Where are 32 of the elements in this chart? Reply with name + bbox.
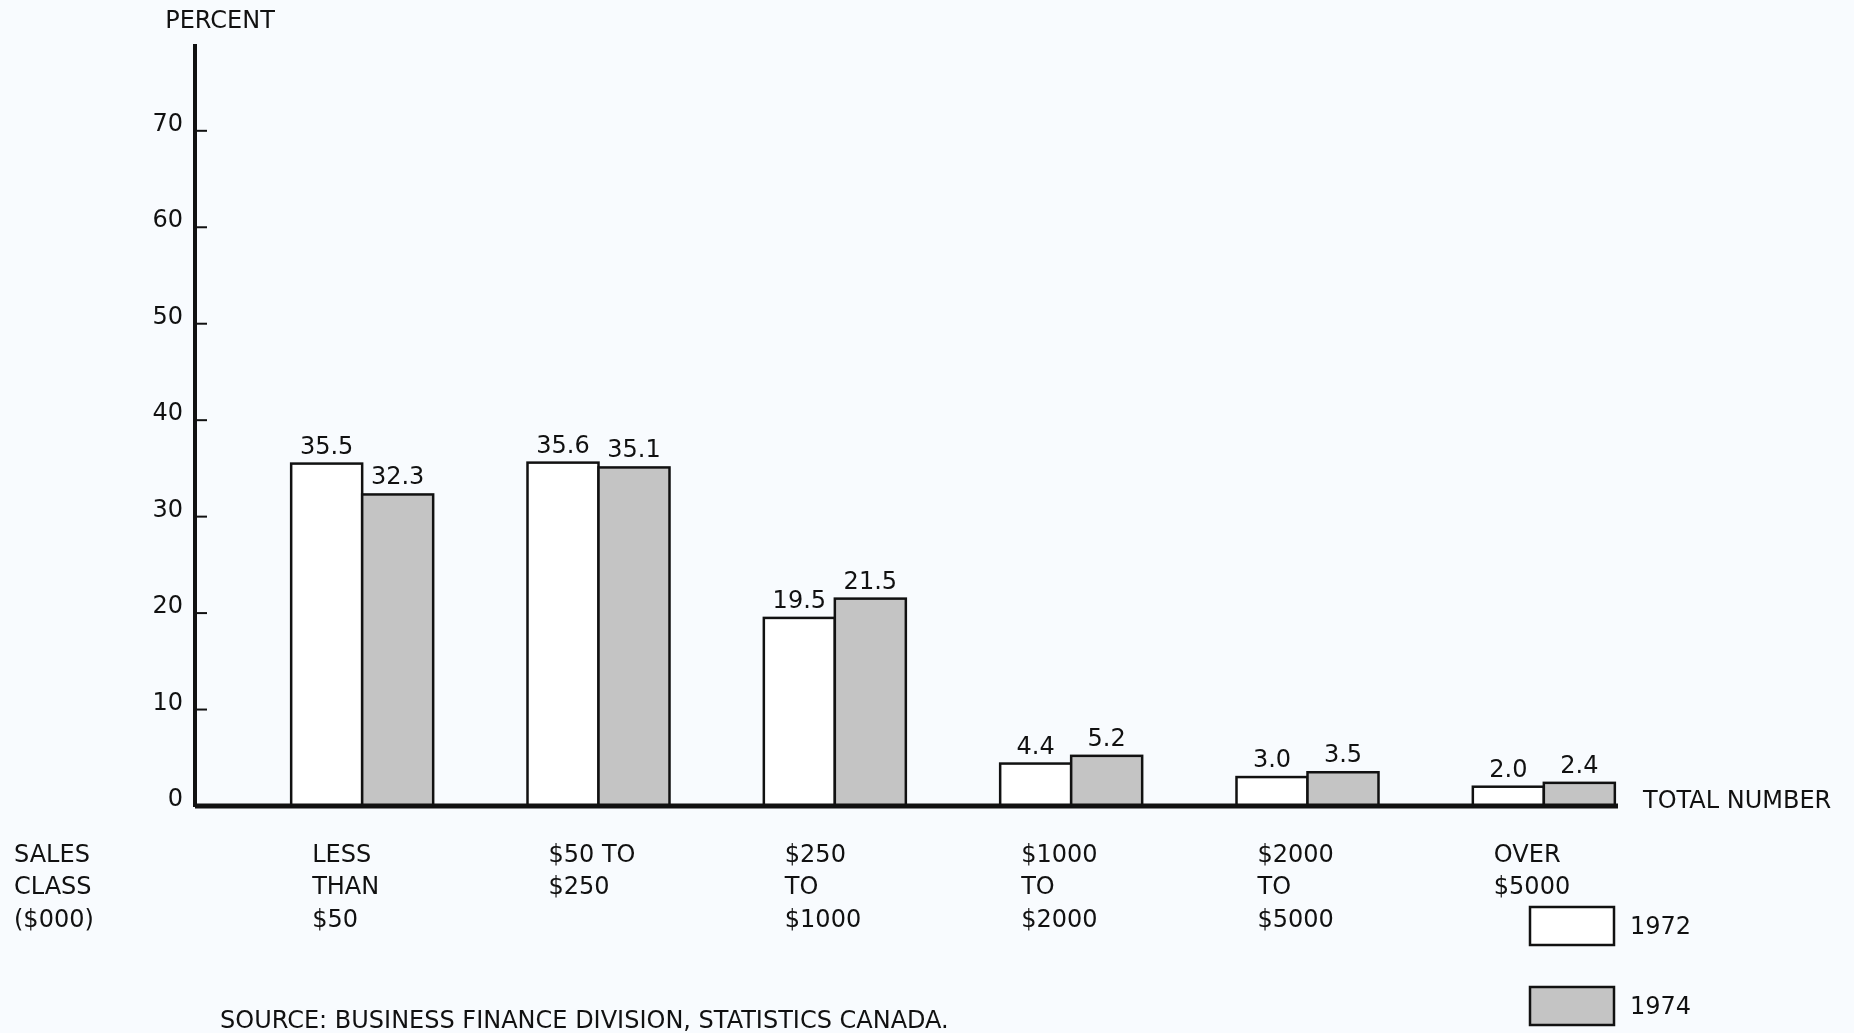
x-tick-label: $2000 TO $5000 (1256, 840, 1334, 933)
y-tick-label: 10 (152, 687, 183, 716)
y-axis-title: PERCENT (165, 6, 276, 34)
data-label: 35.1 (607, 435, 661, 464)
source-note: SOURCE: BUSINESS FINANCE DIVISION, STATISTICS CANADA. (220, 1006, 949, 1033)
data-label: 32.3 (370, 462, 425, 491)
data-label: 4.4 (1016, 731, 1055, 760)
data-label: 3.5 (1323, 740, 1363, 769)
data-label: 5.2 (1087, 723, 1126, 752)
y-tick-label: 60 (152, 205, 183, 234)
x-tick-label: $250 TO $1000 (783, 840, 862, 933)
y-tick-label: 40 (152, 398, 183, 427)
x-tick-label: $1000 TO $2000 (1020, 840, 1098, 933)
y-tick-label: 50 (152, 301, 183, 330)
x-axis-title: SALES CLASS ($000) (14, 840, 94, 933)
y-tick-label: 70 (152, 108, 183, 137)
data-label: 35.5 (299, 431, 354, 460)
data-label: 19.5 (772, 585, 827, 614)
y-tick-label: 20 (152, 591, 183, 620)
x-tick-label: OVER $5000 (1493, 840, 1571, 901)
legend-label: 1972 (1630, 912, 1692, 941)
x-tick-label: $50 TO $250 (548, 840, 636, 901)
data-label: 21.5 (843, 566, 898, 595)
y-tick-label: 30 (152, 494, 183, 523)
data-label: 2.0 (1489, 754, 1528, 783)
data-label: 2.4 (1560, 750, 1599, 779)
legend-label: 1974 (1630, 992, 1692, 1021)
data-label: 3.0 (1252, 745, 1292, 774)
text: TOTAL NUMBER (1642, 786, 1832, 815)
data-label: 35.6 (536, 430, 590, 459)
x-tick-label: LESS THAN $50 (311, 840, 380, 933)
y-tick-label: 0 (167, 784, 183, 812)
